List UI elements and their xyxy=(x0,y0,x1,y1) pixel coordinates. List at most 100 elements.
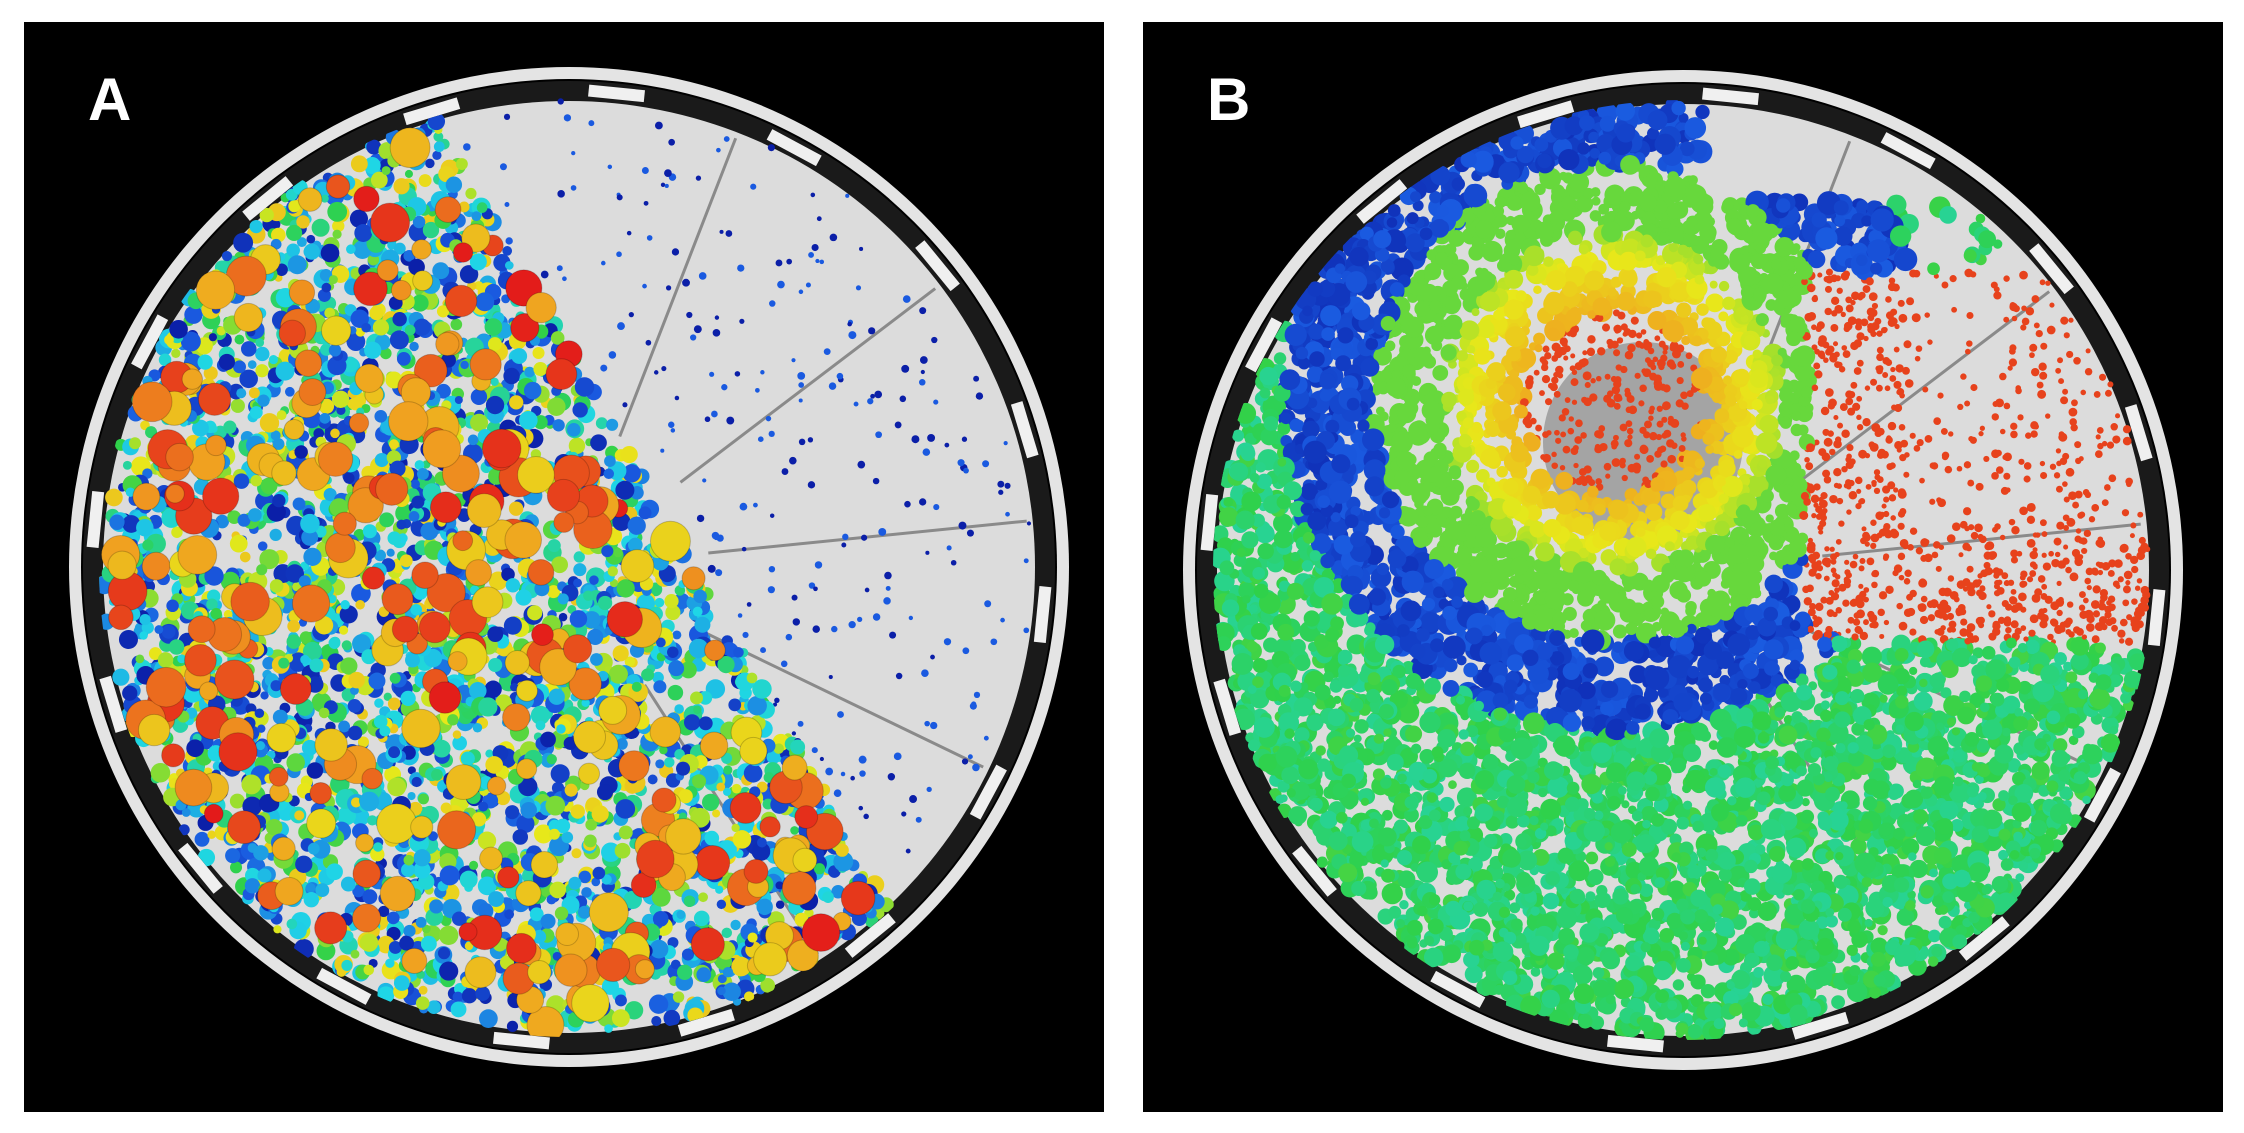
particle xyxy=(278,657,290,669)
particle xyxy=(654,597,665,608)
particle xyxy=(1927,614,1936,622)
particle xyxy=(311,218,330,237)
particle xyxy=(614,994,627,1007)
particle xyxy=(755,387,760,393)
particle xyxy=(376,803,417,844)
particle xyxy=(370,202,411,243)
particle xyxy=(924,720,930,727)
particle xyxy=(895,672,903,680)
particle xyxy=(807,481,816,489)
particle xyxy=(734,371,741,377)
particle xyxy=(184,643,217,677)
particle xyxy=(506,932,537,964)
particle xyxy=(479,846,503,871)
particle xyxy=(791,358,796,363)
particle xyxy=(667,646,679,658)
particle xyxy=(361,566,386,590)
particle xyxy=(154,625,164,634)
particle xyxy=(901,364,910,373)
particle xyxy=(329,275,338,285)
particle xyxy=(694,845,731,881)
particle xyxy=(254,708,265,719)
particle xyxy=(552,419,565,432)
particle xyxy=(696,967,712,983)
particle xyxy=(833,789,842,798)
particle xyxy=(760,647,767,654)
particle xyxy=(920,369,925,375)
particle xyxy=(568,437,586,454)
particle xyxy=(615,799,636,819)
particle xyxy=(346,244,356,255)
particle xyxy=(721,384,728,391)
particle xyxy=(368,672,386,690)
particle xyxy=(756,837,767,848)
particle xyxy=(861,534,868,541)
particle xyxy=(556,265,563,272)
particle xyxy=(570,185,577,191)
particle xyxy=(1718,280,1730,292)
lifter-face xyxy=(969,764,1007,820)
particle xyxy=(915,816,922,823)
particle xyxy=(1643,431,1651,439)
particle xyxy=(286,918,298,930)
particle xyxy=(2049,463,2057,470)
particle xyxy=(558,612,568,622)
particle xyxy=(504,202,510,207)
particle xyxy=(429,899,444,914)
particle xyxy=(1824,546,1830,552)
particle xyxy=(733,647,744,658)
particle xyxy=(216,326,226,336)
particle xyxy=(341,959,353,971)
particle xyxy=(429,491,462,524)
particle xyxy=(646,235,653,241)
particle xyxy=(825,767,834,776)
particle xyxy=(695,175,702,181)
particle xyxy=(899,395,907,403)
particle xyxy=(265,818,283,836)
particle xyxy=(1837,422,1844,429)
particle xyxy=(1946,534,1956,543)
particle xyxy=(478,801,489,812)
particle xyxy=(717,986,726,996)
lifter-face xyxy=(86,491,105,548)
particle xyxy=(616,194,623,201)
particle xyxy=(904,500,911,508)
particle xyxy=(699,731,729,761)
particle xyxy=(1941,281,1949,289)
particle xyxy=(571,150,576,156)
particle xyxy=(642,283,647,289)
particle xyxy=(472,723,483,733)
particle xyxy=(643,200,649,206)
particle xyxy=(840,771,846,777)
particle xyxy=(307,842,320,855)
particle xyxy=(2083,597,2089,604)
particle xyxy=(810,192,816,198)
particle xyxy=(338,625,349,635)
particle xyxy=(789,456,797,465)
particle xyxy=(563,114,572,122)
particle xyxy=(436,383,451,399)
particle xyxy=(1836,287,1843,294)
particle xyxy=(681,566,706,591)
particle xyxy=(364,341,382,359)
particle xyxy=(1974,523,1983,533)
particle xyxy=(303,547,322,566)
particle xyxy=(247,360,257,369)
particle xyxy=(450,1001,467,1018)
particle xyxy=(450,318,463,331)
particle xyxy=(481,428,522,469)
lifter-face xyxy=(766,129,822,167)
particle xyxy=(714,315,720,320)
particle xyxy=(1933,417,1942,425)
particle xyxy=(208,333,217,342)
particle xyxy=(1584,381,1591,389)
lifter-face xyxy=(1010,401,1039,459)
particle xyxy=(732,830,752,849)
particle xyxy=(255,364,269,378)
particle xyxy=(618,750,650,782)
particle xyxy=(674,395,680,401)
particle xyxy=(413,849,431,867)
particle xyxy=(503,616,522,635)
particle xyxy=(255,338,265,347)
particle xyxy=(769,513,775,518)
